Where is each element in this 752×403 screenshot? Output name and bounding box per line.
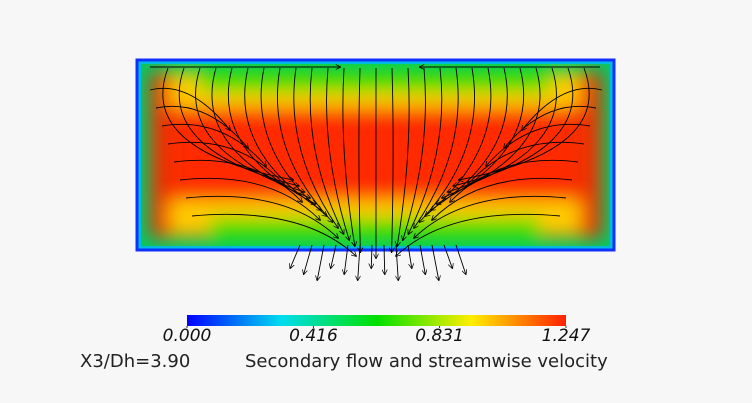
flow-vectors (149, 67, 603, 280)
flow-vector (443, 244, 452, 268)
flow-vector (414, 195, 567, 238)
flow-vector (432, 177, 573, 220)
flow-vector (277, 67, 332, 222)
flow-vector (414, 67, 459, 228)
flow-vector (244, 67, 322, 210)
duct-wall (135, 58, 616, 252)
flow-vector (344, 244, 349, 274)
flow-vector (162, 67, 293, 180)
flow-vector (342, 67, 355, 246)
flow-vector (431, 67, 508, 210)
flow-vector (331, 244, 337, 268)
flow-vector (468, 141, 585, 184)
flow-vector (149, 87, 230, 130)
flow-vector (167, 141, 284, 184)
flow-vector (419, 244, 425, 274)
flow-vector (453, 67, 574, 186)
flow-vector (191, 213, 356, 256)
flow-vector (459, 67, 590, 180)
flow-vector (326, 67, 350, 240)
flow-vector (420, 67, 475, 222)
flow-vector (392, 67, 394, 252)
flow-vector (504, 105, 597, 148)
flow-vector (358, 244, 360, 280)
flow-vector (396, 244, 398, 280)
flow-vector (371, 244, 372, 268)
flow-vector (309, 67, 343, 234)
flow-vector (161, 123, 266, 166)
annotation: X3/Dh=3.90 (80, 351, 190, 372)
flow-vector (293, 67, 338, 228)
colorbar-tick-label: 0.000 (163, 326, 212, 346)
velocity-field (137, 60, 614, 250)
flow-vector (522, 87, 603, 130)
chart-title: Secondary flow and streamwise velocity (245, 351, 608, 372)
flow-vector (384, 244, 385, 274)
flow-vector (486, 123, 591, 166)
flow-vector (397, 67, 410, 246)
flow-vector (403, 67, 426, 240)
flow-vector (304, 244, 313, 274)
flow-vector (448, 67, 557, 192)
colorbar-tick-label: 0.416 (289, 326, 338, 346)
colorbar-tick-label: 1.247 (542, 326, 591, 346)
flow-vector (408, 67, 443, 234)
flow-vector (455, 244, 466, 274)
flow-vector (396, 213, 561, 256)
flow-vector (227, 67, 315, 204)
flow-vector (425, 67, 492, 216)
flow-vector (359, 67, 361, 252)
flow-vector (431, 244, 439, 280)
flow-vector (185, 195, 338, 238)
flow-vector (290, 244, 301, 268)
colorbar-tick-label: 0.831 (415, 326, 464, 346)
flow-vector (155, 105, 248, 148)
flow-vector (173, 159, 302, 202)
flow-vector (317, 244, 325, 280)
flow-vector (450, 159, 579, 202)
flow-vector (260, 67, 327, 216)
flow-vector (179, 177, 320, 220)
flow-vector (407, 244, 412, 268)
colorbar (187, 315, 566, 326)
